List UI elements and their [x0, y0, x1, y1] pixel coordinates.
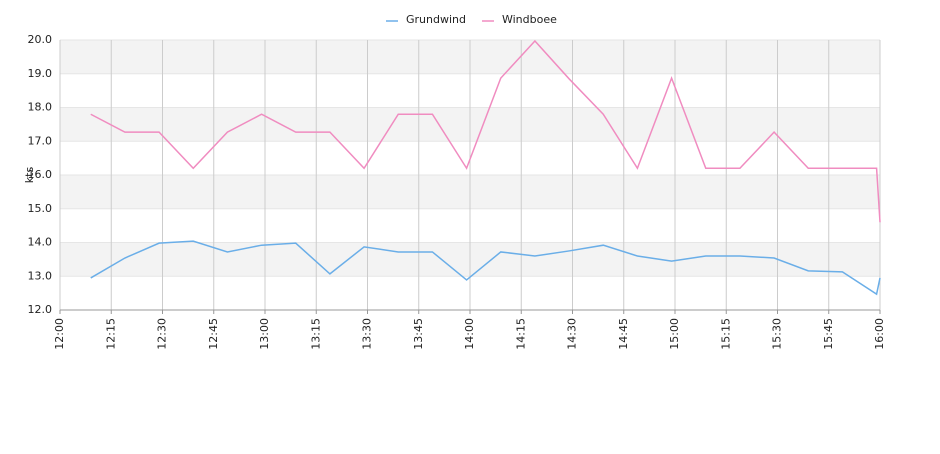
y-tick-label: 15.0 [28, 202, 53, 215]
y-tick-label: 13.0 [28, 269, 53, 282]
series-line [90, 39, 881, 223]
legend-label: Windboee [502, 13, 557, 26]
x-tick-label: 16:00 [873, 318, 886, 350]
y-tick-label: 17.0 [28, 134, 53, 147]
x-tick-label: 12:45 [207, 318, 220, 350]
x-tick-label: 14:15 [514, 318, 527, 350]
x-tick-label: 13:30 [361, 318, 374, 350]
y-tick-label: 19.0 [28, 67, 53, 80]
x-tick-label: 13:15 [309, 318, 322, 350]
x-tick-label: 13:45 [412, 318, 425, 350]
x-tick-label: 14:30 [566, 318, 579, 350]
y-tick-label: 20.0 [28, 33, 53, 46]
y-tick-label: 12.0 [28, 303, 53, 316]
x-tick-label: 12:30 [156, 318, 169, 350]
y-tick-label: 14.0 [28, 236, 53, 249]
legend-label: Grundwind [406, 13, 466, 26]
y-tick-label: 18.0 [28, 101, 53, 114]
x-tick-label: 14:45 [617, 318, 630, 350]
x-tick-label: 15:45 [822, 318, 835, 350]
y-tick-label: 16.0 [28, 168, 53, 181]
series-line [90, 240, 881, 296]
x-tick-label: 12:00 [53, 318, 66, 350]
x-tick-label: 13:00 [258, 318, 271, 350]
x-tick-label: 14:00 [463, 318, 476, 350]
y-axis-label: kts [23, 167, 36, 184]
x-tick-label: 15:00 [668, 318, 681, 350]
x-tick-label: 15:15 [719, 318, 732, 350]
x-tick-label: 15:30 [771, 318, 784, 350]
x-tick-label: 12:15 [104, 318, 117, 350]
